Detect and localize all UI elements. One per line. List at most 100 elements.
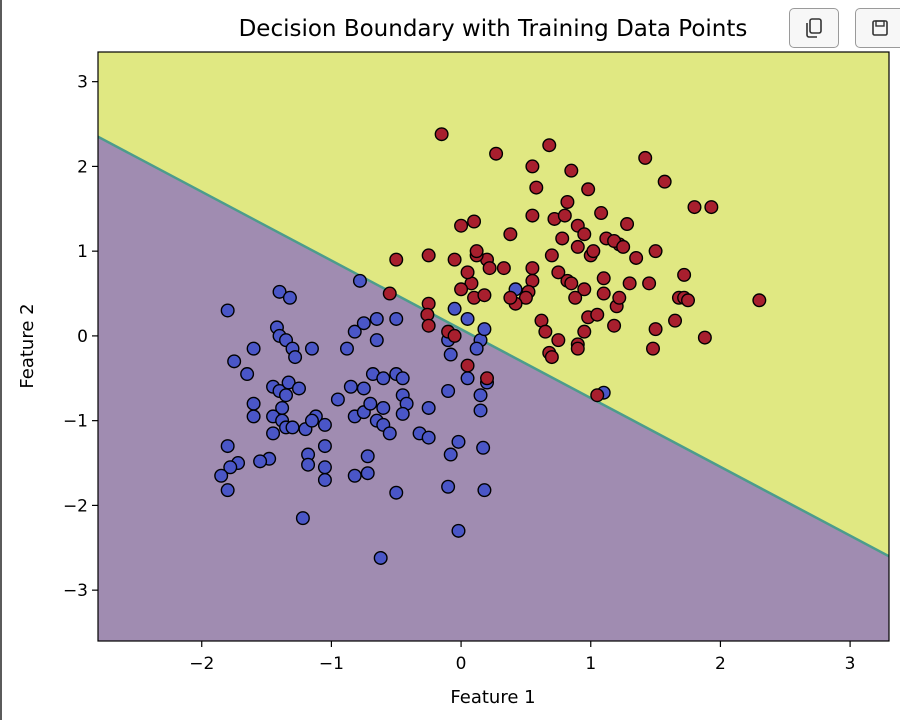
- data-point-class-0: [399, 396, 414, 411]
- data-point-class-1: [477, 288, 492, 303]
- x-tick-label: 3: [845, 654, 856, 674]
- data-point-class-0: [272, 383, 287, 398]
- data-point-class-1: [420, 307, 435, 322]
- data-point-class-0: [421, 430, 436, 445]
- data-point-class-1: [629, 250, 644, 265]
- data-point-class-1: [421, 318, 436, 333]
- data-point-class-1: [570, 337, 585, 352]
- x-tick-label: −1: [319, 654, 344, 674]
- data-point-class-1: [503, 290, 518, 305]
- data-point-class-0: [317, 460, 332, 475]
- data-point-class-1: [581, 310, 596, 325]
- data-point-class-1: [469, 244, 484, 259]
- x-tick-label: 0: [456, 654, 467, 674]
- data-point-class-1: [557, 208, 572, 223]
- copy-button[interactable]: [789, 8, 839, 48]
- data-point-class-1: [467, 214, 482, 229]
- y-tick-label: 1: [77, 242, 88, 262]
- data-point-class-1: [581, 182, 596, 197]
- data-point-class-0: [275, 413, 290, 428]
- data-point-class-0: [451, 434, 466, 449]
- data-point-class-1: [525, 273, 540, 288]
- data-point-class-0: [473, 403, 488, 418]
- data-point-class-0: [281, 375, 296, 390]
- data-point-class-1: [508, 296, 523, 311]
- data-point-class-0: [246, 341, 261, 356]
- data-point-class-1: [551, 265, 566, 280]
- data-point-class-0: [395, 371, 410, 386]
- data-point-class-1: [616, 239, 631, 254]
- data-point-class-1: [564, 163, 579, 178]
- data-point-class-1: [460, 358, 475, 373]
- x-axis-label: Feature 1: [450, 687, 535, 708]
- y-axis: −3 −2 −1 0 1 2 3: [63, 73, 98, 601]
- data-point-class-1: [534, 313, 549, 328]
- data-point-class-1: [704, 200, 719, 215]
- data-point-class-0: [272, 328, 287, 343]
- save-button[interactable]: [855, 8, 900, 48]
- data-point-class-0: [412, 426, 427, 441]
- data-point-class-1: [464, 276, 479, 291]
- data-point-class-0: [480, 375, 495, 390]
- data-point-class-1: [681, 293, 696, 308]
- data-point-class-0: [301, 447, 316, 462]
- data-point-class-0: [389, 367, 404, 382]
- data-point-class-1: [570, 218, 585, 233]
- data-point-class-1: [607, 318, 622, 333]
- data-point-class-0: [460, 311, 475, 326]
- plot-frame: [97, 51, 890, 642]
- data-point-class-1: [577, 227, 592, 242]
- data-point-class-1: [560, 195, 575, 210]
- data-point-class-1: [467, 290, 482, 305]
- data-point-class-1: [590, 388, 605, 403]
- y-axis-label: Feature 2: [17, 303, 38, 388]
- data-point-class-1: [434, 127, 449, 142]
- decision-boundary-line: [98, 135, 889, 558]
- data-point-class-1: [544, 248, 559, 263]
- data-point-class-1: [518, 290, 533, 305]
- data-point-class-0: [395, 388, 410, 403]
- data-point-class-0: [596, 385, 611, 400]
- data-point-class-0: [477, 483, 492, 498]
- data-point-class-0: [443, 447, 458, 462]
- data-point-class-1: [544, 350, 559, 365]
- data-point-class-1: [607, 233, 622, 248]
- data-point-class-1: [620, 217, 635, 232]
- data-point-class-1: [583, 248, 598, 263]
- data-point-class-0: [451, 523, 466, 538]
- data-point-class-0: [266, 409, 281, 424]
- data-point-class-0: [441, 333, 456, 348]
- data-point-class-1: [551, 333, 566, 348]
- data-point-class-0: [266, 426, 281, 441]
- data-point-class-0: [352, 273, 367, 288]
- data-point-class-0: [369, 311, 384, 326]
- data-point-class-0: [220, 483, 235, 498]
- data-point-class-1: [645, 341, 660, 356]
- window-left-edge: [0, 0, 2, 720]
- data-point-class-0: [376, 400, 391, 415]
- data-point-class-1: [609, 299, 624, 314]
- data-point-class-0: [365, 367, 380, 382]
- data-point-class-1: [421, 248, 436, 263]
- data-point-class-1: [568, 290, 583, 305]
- data-point-class-1: [482, 261, 497, 276]
- data-point-class-1: [570, 239, 585, 254]
- data-point-class-1: [677, 290, 692, 305]
- data-point-class-0: [369, 333, 384, 348]
- data-point-class-1: [657, 174, 672, 189]
- data-point-class-0: [317, 439, 332, 454]
- data-point-class-0: [389, 311, 404, 326]
- y-tick-label: −1: [63, 412, 88, 432]
- data-point-class-1: [564, 276, 579, 291]
- data-point-class-0: [389, 485, 404, 500]
- data-point-class-0: [253, 454, 268, 469]
- data-point-class-0: [288, 350, 303, 365]
- plot-area: [98, 52, 889, 641]
- data-point-class-0: [291, 381, 306, 396]
- data-point-class-1: [642, 276, 657, 291]
- data-point-class-1: [590, 307, 605, 322]
- data-point-class-1: [525, 261, 540, 276]
- y-tick-label: 2: [77, 157, 88, 177]
- data-point-class-1: [671, 290, 686, 305]
- data-point-class-0: [246, 396, 261, 411]
